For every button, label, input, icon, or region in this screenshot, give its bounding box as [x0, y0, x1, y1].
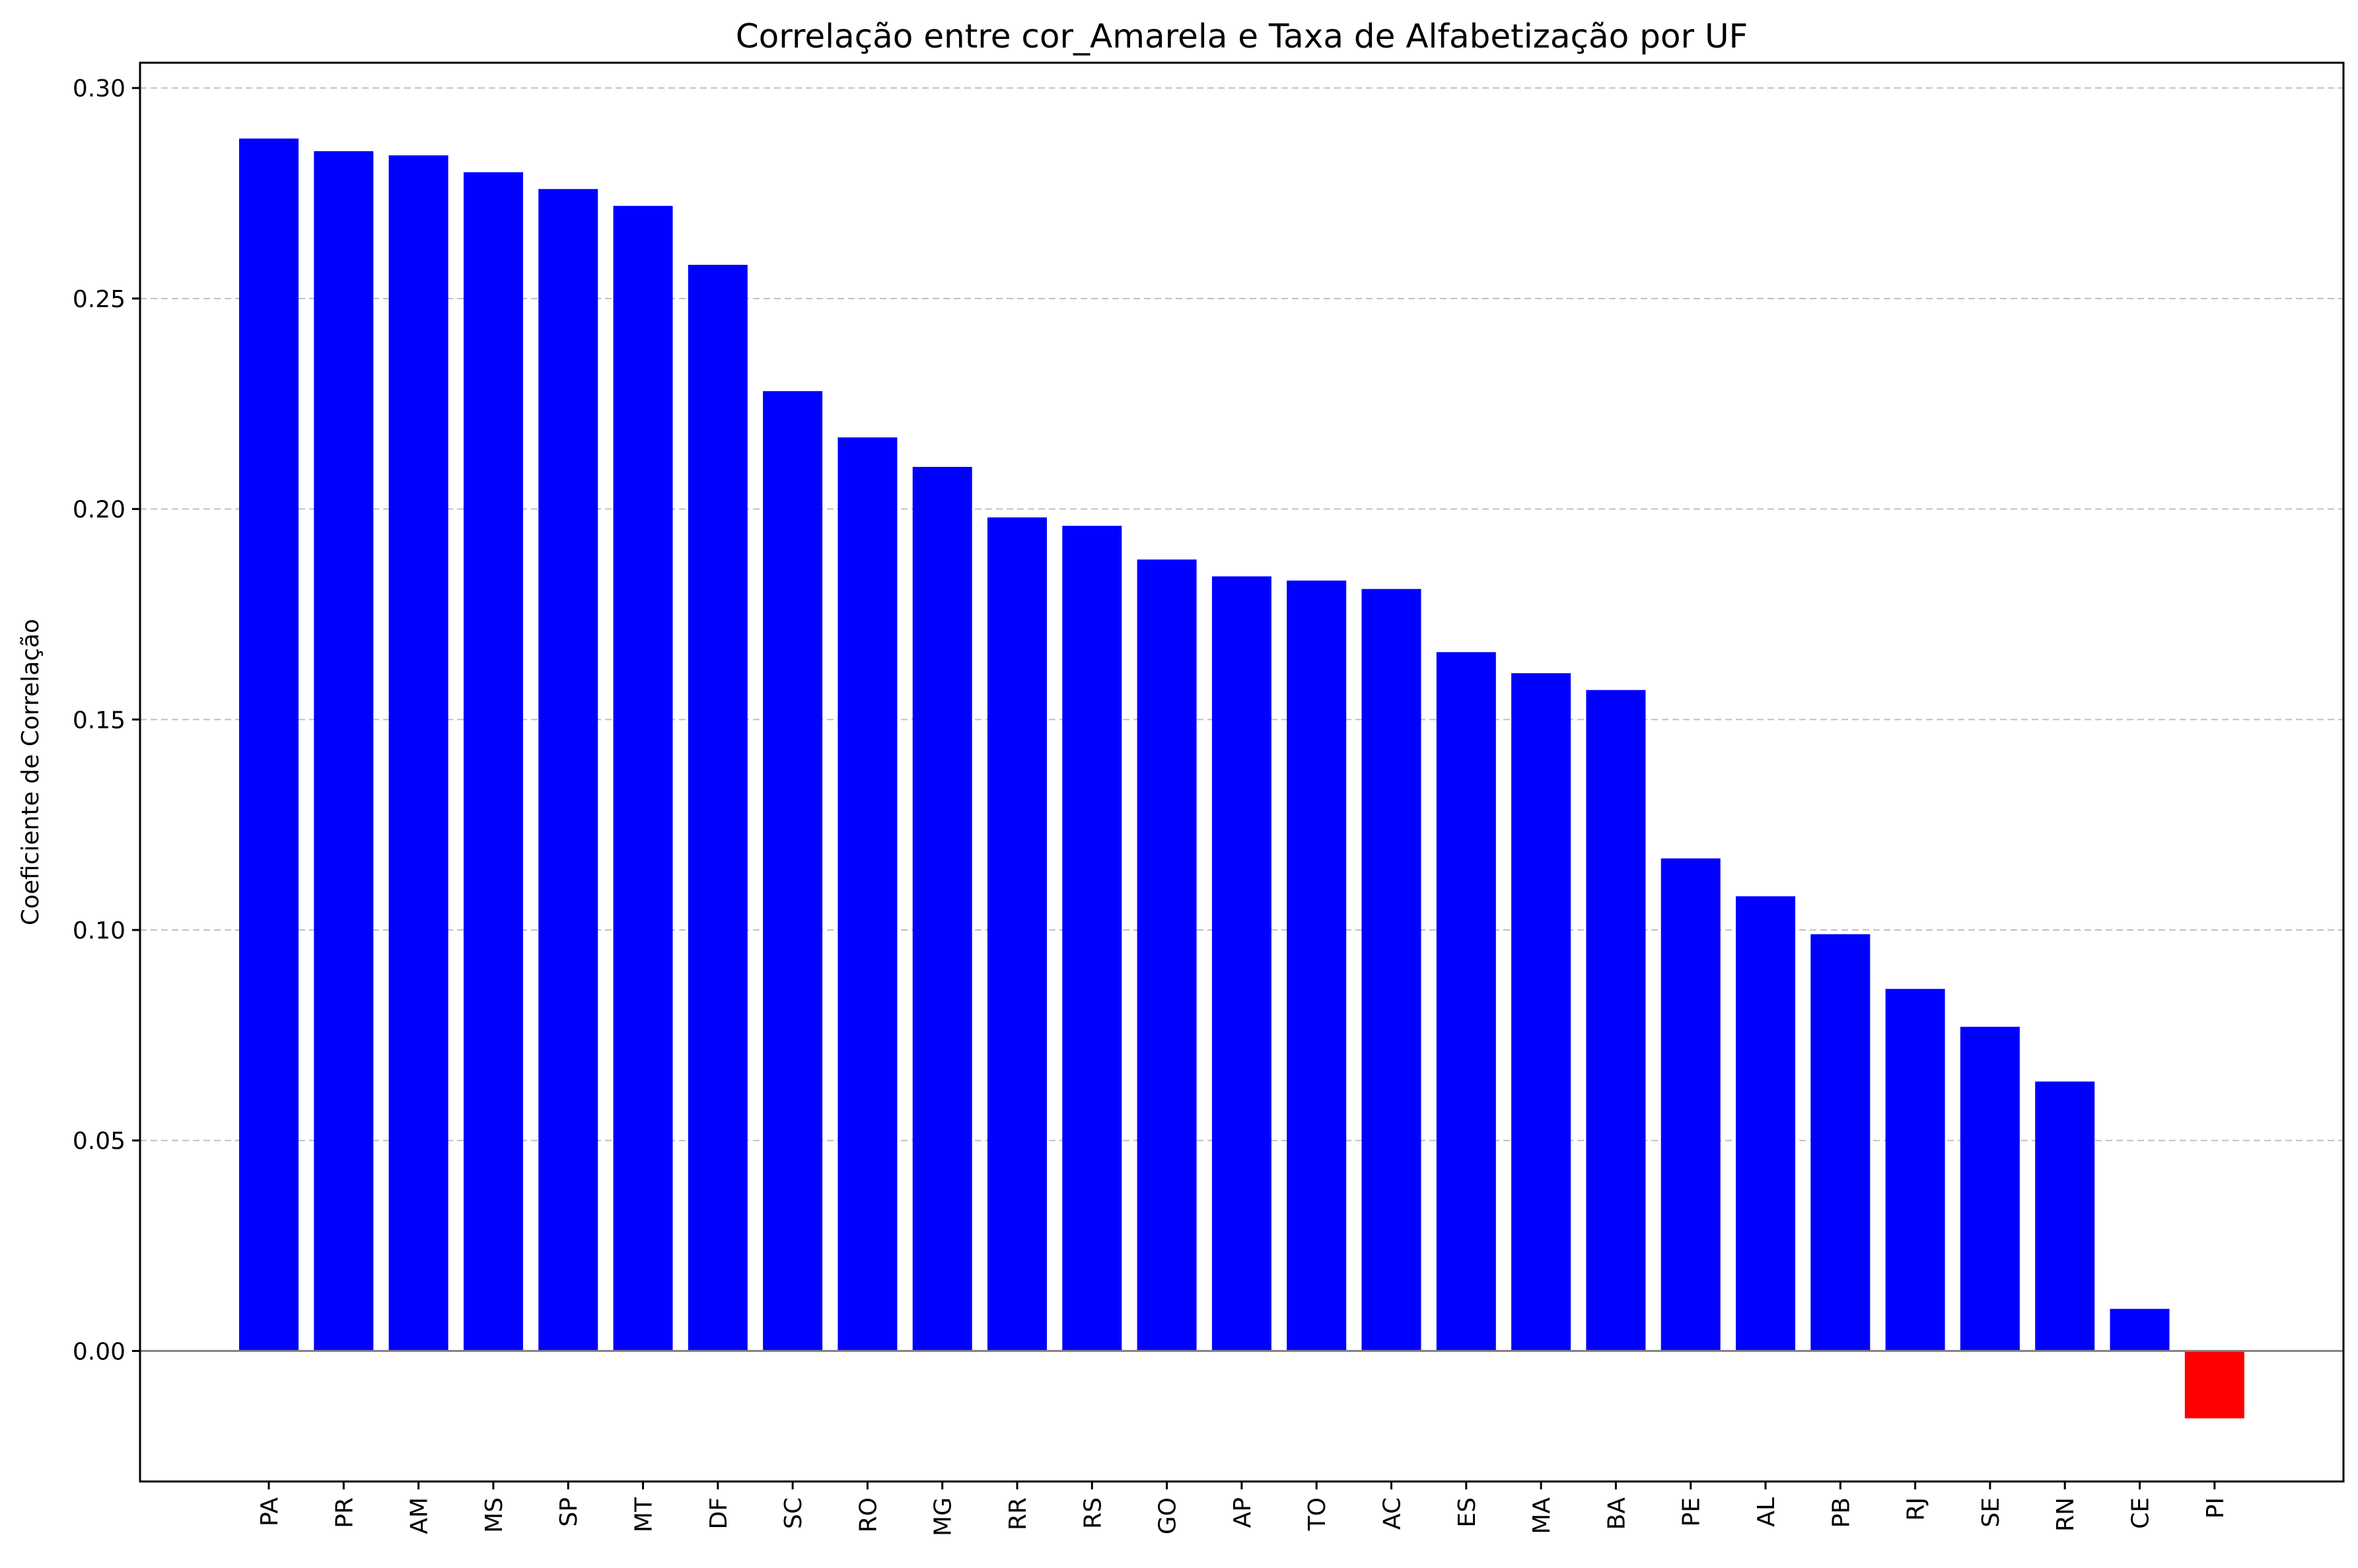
y-tick-label: 0.20: [73, 497, 125, 524]
bar-pe: [1661, 858, 1721, 1351]
x-tick-label: RO: [855, 1497, 882, 1532]
x-tick-label: DF: [705, 1497, 732, 1529]
bar-sc: [763, 391, 823, 1351]
x-tick-label: CE: [2127, 1497, 2155, 1529]
x-tick-label: MA: [1528, 1497, 1555, 1534]
bar-pr: [314, 151, 374, 1351]
x-tick-label: MG: [930, 1497, 957, 1536]
y-tick-label: 0.25: [73, 286, 125, 313]
x-tick-label: PE: [1678, 1497, 1705, 1526]
bar-ro: [838, 437, 898, 1351]
x-tick-label: AM: [406, 1497, 433, 1534]
bar-to: [1287, 580, 1347, 1351]
bar-ba: [1586, 690, 1646, 1351]
x-tick-label: SP: [555, 1497, 583, 1527]
bar-rs: [1062, 526, 1122, 1351]
bar-ma: [1511, 673, 1571, 1351]
bar-al: [1736, 896, 1795, 1351]
bar-ac: [1361, 588, 1421, 1351]
bar-go: [1137, 559, 1197, 1351]
chart-title: Correlação entre cor_Amarela e Taxa de A…: [736, 17, 1748, 55]
x-tick-label: SC: [780, 1497, 807, 1529]
bar-se: [1960, 1026, 2020, 1351]
bar-ap: [1211, 576, 1271, 1351]
bar-rn: [2035, 1081, 2095, 1351]
x-tick-label: RJ: [1903, 1497, 1930, 1521]
x-tick-label: AL: [1753, 1497, 1780, 1527]
y-tick-label: 0.05: [73, 1128, 125, 1155]
x-tick-label: GO: [1155, 1497, 1182, 1534]
x-tick-label: ES: [1454, 1497, 1481, 1528]
bar-rr: [987, 517, 1047, 1351]
x-tick-label: RS: [1079, 1497, 1106, 1529]
bar-es: [1436, 652, 1496, 1351]
bar-mt: [613, 205, 673, 1351]
x-tick-label: PA: [256, 1497, 283, 1526]
y-axis-label: Coeficiente de Correlação: [17, 619, 44, 925]
x-tick-label: AC: [1379, 1497, 1406, 1530]
bar-sp: [538, 189, 598, 1351]
x-tick-label: PR: [331, 1497, 358, 1528]
y-tick-label: 0.15: [73, 707, 125, 734]
bar-ce: [2110, 1308, 2170, 1351]
y-axis-ticks: 0.00 0.05 0.10 0.15 0.20 0.25 0.30: [73, 75, 140, 1365]
x-tick-label: MS: [481, 1497, 508, 1533]
x-tick-label: AP: [1229, 1497, 1256, 1528]
x-tick-label: PI: [2202, 1497, 2229, 1518]
x-tick-label: RN: [2052, 1497, 2079, 1532]
x-tick-label: RR: [1005, 1497, 1032, 1530]
y-tick-label: 0.00: [73, 1338, 125, 1365]
x-tick-label: PB: [1828, 1497, 1855, 1528]
x-tick-label: TO: [1304, 1497, 1331, 1531]
x-tick-label: SE: [1978, 1497, 2005, 1528]
bar-df: [688, 264, 748, 1351]
bar-pi: [2184, 1351, 2244, 1419]
x-axis-ticks: PA PR AM MS SP MT DF SC RO MG RR RS GO AP TO AC ES MA BA PE…: [256, 1481, 2229, 1536]
bar-mg: [912, 466, 972, 1351]
y-tick-label: 0.10: [73, 917, 125, 944]
x-tick-label: BA: [1603, 1497, 1630, 1530]
bar-ms: [463, 172, 523, 1351]
bar-am: [388, 155, 448, 1351]
bar-pa: [239, 138, 299, 1351]
y-tick-label: 0.30: [73, 75, 125, 102]
bars: [239, 138, 2244, 1419]
bar-pb: [1810, 934, 1871, 1351]
x-tick-label: MT: [631, 1497, 658, 1532]
bar-rj: [1885, 989, 1945, 1351]
